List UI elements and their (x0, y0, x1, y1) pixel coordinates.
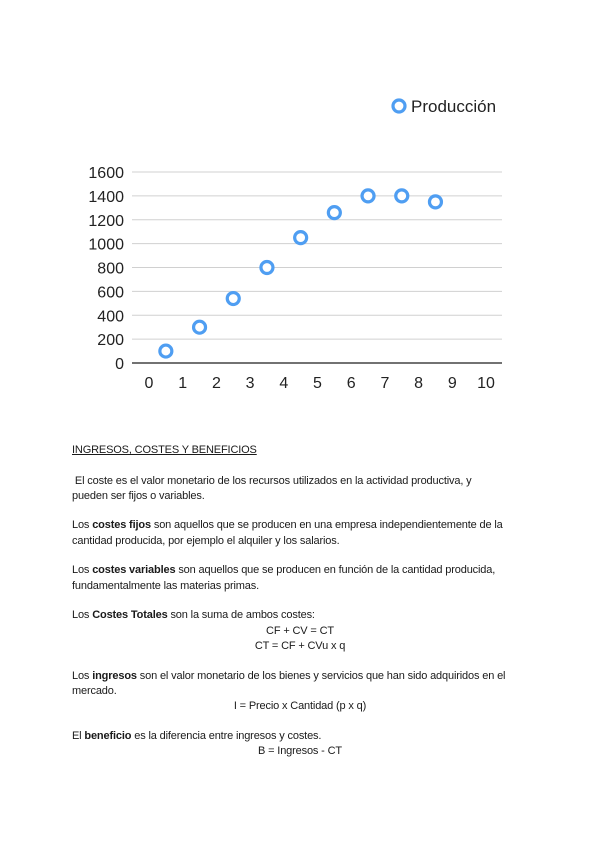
x-tick-label: 5 (313, 375, 322, 392)
paragraph-line: cantidad producida, por ejemplo el alqui… (72, 535, 340, 547)
paragraph-line: mercado. (72, 685, 117, 697)
data-point (191, 319, 208, 335)
formula-line: CT = CF + CVu x q (0, 640, 600, 652)
x-tick-label: 3 (246, 375, 255, 392)
text-run: Los (72, 670, 93, 682)
x-tick-label: 7 (380, 375, 389, 392)
bold-term: ingresos (92, 670, 137, 682)
text-run: CT = CF + CVu x q (254, 640, 346, 652)
text-run: mercado. (72, 685, 117, 697)
text-run: es la diferencia entre ingresos y costes… (131, 730, 322, 742)
text-run: I = Precio x Cantidad (p x q) (233, 700, 367, 712)
production-scatter-chart: 0 200 400 600 800 1000 1200 1400 1600 0 1 2 3 4 5 6 7 8 9 1… (88, 97, 502, 392)
text-run: son aquellos que se producen en función … (175, 564, 496, 576)
formula-line: CF + CV = CT (0, 625, 600, 637)
bold-term: beneficio (84, 730, 132, 742)
text-run: cantidad producida, por ejemplo el alqui… (72, 535, 340, 547)
y-tick-label: 400 (97, 308, 124, 325)
text-run: CF + CV = CT (266, 625, 334, 637)
paragraph-line: Los Costes Totales son la suma de ambos … (72, 609, 315, 621)
text-run: son aquellos que se producen en una empr… (150, 519, 503, 531)
paragraph-line: pueden ser fijos o variables. (72, 490, 205, 502)
text-run: El (72, 730, 85, 742)
text-run: B = Ingresos - CT (258, 745, 342, 757)
x-tick-label: 0 (145, 375, 154, 392)
y-tick-label: 1200 (88, 213, 124, 230)
paragraph-line: El coste es el valor monetario de los re… (72, 475, 472, 487)
data-point (326, 204, 342, 221)
text-run: Los (72, 564, 93, 576)
y-tick-label: 600 (97, 284, 124, 301)
text-run: El coste es el valor monetario de los re… (72, 475, 472, 487)
data-point (259, 259, 275, 276)
data-point (293, 230, 309, 246)
x-tick-label: 2 (212, 375, 221, 392)
data-point (158, 343, 174, 359)
formula-line: B = Ingresos - CT (0, 745, 600, 757)
x-tick-label: 1 (178, 375, 187, 392)
formula-line: I = Precio x Cantidad (p x q) (0, 700, 600, 712)
paragraph-line: Los costes variables son aquellos que se… (72, 564, 495, 576)
paragraph-line: fundamentalmente las materias primas. (72, 580, 259, 592)
legend-marker (391, 98, 407, 114)
y-tick-label: 1600 (88, 165, 124, 182)
data-point (360, 188, 376, 204)
text-run: son el valor monetario de los bienes y s… (136, 670, 506, 682)
x-tick-label: 10 (477, 375, 495, 392)
x-tick-label: 9 (448, 375, 457, 392)
x-tick-label: 8 (414, 375, 423, 392)
text-run: fundamentalmente las materias primas. (72, 580, 260, 592)
y-tick-label: 1000 (88, 237, 124, 254)
data-point (225, 290, 241, 307)
paragraph-line: El beneficio es la diferencia entre ingr… (72, 730, 321, 742)
bold-term: costes variables (92, 564, 176, 576)
y-tick-label: 800 (97, 261, 124, 278)
y-tick-label: 200 (97, 332, 124, 349)
paragraph-line: Los costes fijos son aquellos que se pro… (72, 519, 503, 531)
data-point (394, 188, 410, 204)
legend-label: Producción (411, 97, 496, 116)
text-run: pueden ser fijos o variables. (72, 490, 205, 502)
x-tick-label: 6 (347, 375, 356, 392)
bold-term: costes fijos (92, 519, 151, 531)
text-run: Los (72, 609, 93, 621)
y-tick-label: 1400 (88, 189, 124, 206)
text-run: son la suma de ambos costes: (167, 609, 315, 621)
text-run: Los (72, 519, 93, 531)
y-tick-label: 0 (115, 356, 124, 373)
bold-term: Costes Totales (92, 609, 168, 621)
paragraph-line: Los ingresos son el valor monetario de l… (72, 670, 505, 682)
x-tick-label: 4 (279, 375, 288, 392)
data-point (427, 194, 444, 210)
section-heading: INGRESOS, COSTES Y BENEFICIOS (72, 444, 257, 456)
